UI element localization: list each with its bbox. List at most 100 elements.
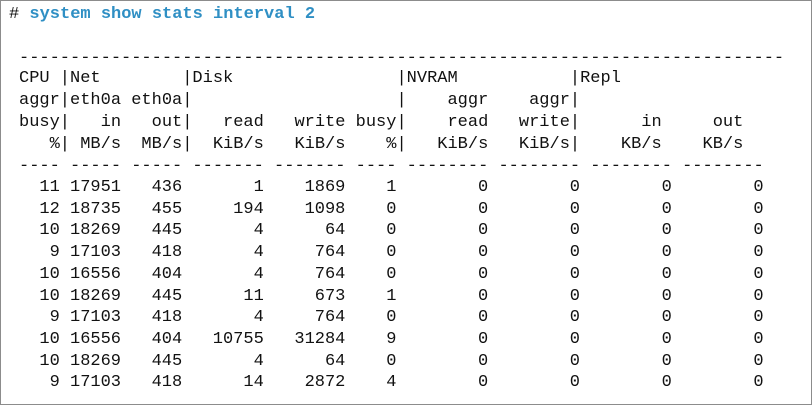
stat-value: 0 [661, 264, 672, 284]
stat-value: 0 [477, 286, 489, 306]
stat-value: 0 [661, 178, 672, 197]
stat-value: 445 [151, 286, 183, 306]
rule: ----------------------------------------… [19, 49, 785, 68]
stat-value: 436 [151, 178, 183, 197]
stat-value: 0 [753, 178, 764, 197]
header-line: CPU |Net |Disk |NVRAM |Repl [19, 69, 621, 88]
stat-value: 0 [477, 178, 489, 197]
stat-value: 673 [314, 286, 346, 306]
stat-value: 0 [477, 308, 489, 328]
stat-value: 764 [314, 308, 346, 328]
stat-value: 0 [569, 308, 580, 328]
stat-value: 0 [477, 199, 489, 219]
stat-value: 4 [386, 373, 397, 393]
stat-value: 445 [151, 351, 183, 371]
stat-value: 14 [243, 373, 264, 393]
stat-value: 0 [661, 308, 672, 328]
stat-value: 1 [386, 178, 397, 197]
stat-value: 0 [753, 351, 764, 371]
stat-value: 418 [151, 308, 183, 328]
stat-value: 64 [324, 221, 346, 241]
stat-value: 0 [753, 243, 764, 263]
command-line: # system show stats interval 2 [9, 5, 315, 25]
stat-value: 0 [477, 264, 489, 284]
stat-value: 10 [39, 351, 60, 371]
header-rule: ---- ----- ----- ------- ------- ---- --… [19, 157, 764, 176]
stat-value: 0 [661, 329, 672, 349]
stat-value: 9 [49, 243, 60, 263]
stat-value: 0 [753, 199, 764, 219]
stat-value: 17103 [70, 243, 122, 263]
stat-value: 1 [253, 178, 264, 197]
stat-value: 0 [661, 373, 672, 393]
header-line: aggr|eth0a eth0a| | aggr aggr| [19, 91, 581, 110]
stat-value: 194 [233, 199, 264, 219]
stat-value: 0 [386, 243, 397, 263]
stat-value: 0 [753, 264, 764, 284]
stat-value: 404 [151, 329, 183, 349]
stat-value: 10755 [212, 329, 264, 349]
stat-value: 9 [49, 373, 60, 393]
stat-value: 0 [569, 243, 580, 263]
stat-value: 0 [569, 286, 580, 306]
stat-value: 0 [661, 351, 672, 371]
stat-value: 31284 [294, 329, 346, 349]
stat-value: 0 [753, 308, 764, 328]
stat-value: 17103 [70, 308, 122, 328]
stat-value: 10 [39, 286, 60, 306]
stat-value: 16556 [70, 264, 122, 284]
stat-value: 0 [569, 178, 580, 197]
stat-value: 0 [477, 351, 489, 371]
stat-value: 9 [49, 308, 60, 328]
stat-value: 12 [39, 199, 60, 219]
stat-value: 0 [477, 221, 489, 241]
stat-value: 64 [324, 351, 346, 371]
stat-value: 9 [386, 329, 397, 349]
header-line: %| MB/s MB/s| KiB/s KiB/s %| KiB/s KiB/s… [19, 135, 744, 154]
stat-value: 0 [661, 243, 672, 263]
stat-value: 0 [569, 329, 580, 349]
stat-value: 18269 [70, 221, 122, 241]
stat-value: 0 [661, 221, 672, 241]
stat-value: 404 [151, 264, 183, 284]
stat-value: 0 [477, 243, 489, 263]
stat-value: 17103 [70, 373, 122, 393]
stat-value: 18735 [70, 199, 122, 219]
stat-value: 764 [314, 264, 346, 284]
stat-value: 0 [753, 286, 764, 306]
stat-value: 445 [151, 221, 183, 241]
stat-value: 4 [253, 221, 264, 241]
stat-value: 0 [661, 286, 672, 306]
stat-value: 2872 [304, 373, 346, 393]
stat-value: 16556 [70, 329, 122, 349]
stat-value: 0 [386, 221, 397, 241]
stat-value: 0 [569, 199, 580, 219]
stat-value: 1 [386, 286, 397, 306]
stat-value: 0 [569, 373, 580, 393]
stat-value: 418 [151, 373, 183, 393]
stat-value: 0 [569, 351, 580, 371]
stat-value: 4 [253, 308, 264, 328]
stat-value: 17951 [70, 178, 122, 197]
stat-value: 1098 [304, 199, 346, 219]
stat-value: 0 [477, 373, 489, 393]
stat-value: 0 [386, 264, 397, 284]
stat-value: 0 [569, 264, 580, 284]
stat-value: 11 [243, 286, 264, 306]
stat-value: 418 [151, 243, 183, 263]
stat-value: 18269 [70, 286, 122, 306]
stat-value: 10 [39, 264, 60, 284]
stat-value: 18269 [70, 351, 122, 371]
command: system show stats interval 2 [29, 5, 316, 24]
stat-value: 0 [661, 199, 672, 219]
stat-value: 4 [253, 351, 264, 371]
stat-value: 0 [753, 221, 764, 241]
stat-value: 0 [569, 221, 580, 241]
header-line: busy| in out| read write busy| read writ… [19, 113, 744, 132]
stat-value: 0 [386, 199, 397, 219]
stat-value: 764 [314, 243, 346, 263]
stat-value: 11 [39, 178, 60, 197]
stat-value: 0 [386, 351, 397, 371]
stat-value: 4 [253, 264, 264, 284]
